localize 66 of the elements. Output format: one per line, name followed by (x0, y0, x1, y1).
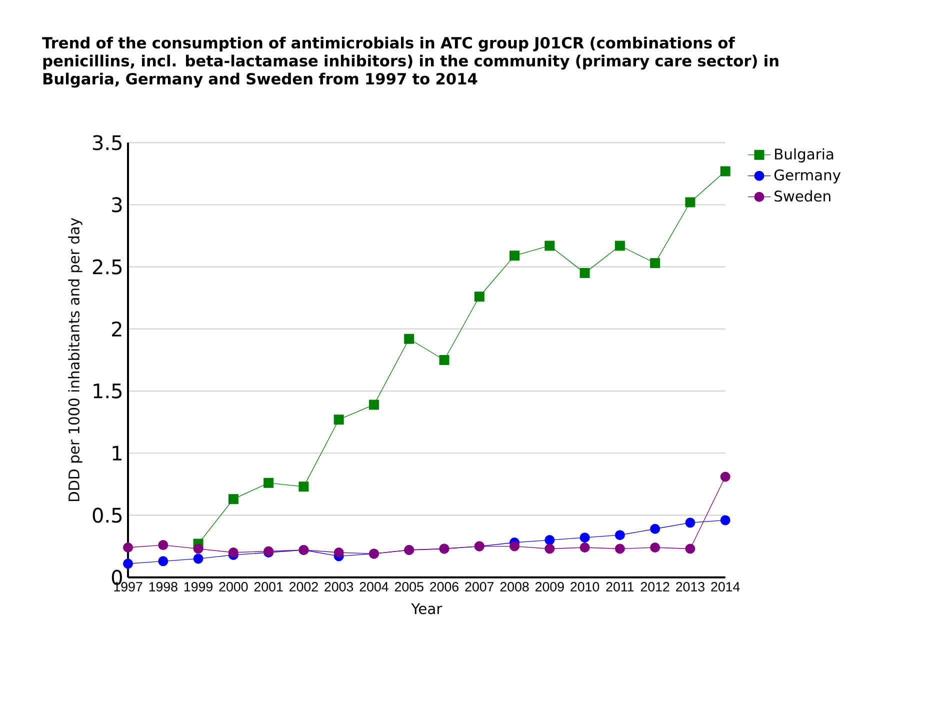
point (123, 558, 134, 569)
x-tick-label: 2010 (570, 582, 600, 592)
x-tick-label: 2012 (640, 582, 670, 592)
x-tick-label: 2008 (500, 582, 529, 592)
point (123, 542, 134, 553)
point (368, 400, 379, 410)
point (580, 532, 590, 543)
x-tick-label: 2003 (324, 582, 354, 592)
x-tick-label: 2006 (430, 582, 458, 592)
point (474, 292, 484, 302)
y-axis-title: DDD per 1000 inhabitants and per day (68, 218, 82, 502)
y-tick-label: 1 (112, 446, 122, 460)
x-tick-label: 1999 (184, 582, 212, 592)
x-tick-label: 2007 (465, 582, 494, 592)
point (334, 547, 344, 558)
point (228, 494, 238, 504)
point (544, 240, 555, 251)
point (685, 197, 696, 208)
point (544, 535, 555, 546)
point (650, 524, 660, 534)
point (193, 544, 204, 554)
point (510, 541, 520, 552)
point (614, 530, 625, 540)
y-tick-label: 3 (112, 197, 122, 212)
point (228, 547, 238, 558)
x-tick-label: 2001 (254, 582, 283, 592)
x-tick-label: 1998 (149, 582, 178, 592)
legend-label: Bulgaria (775, 148, 834, 162)
x-tick-label: 2005 (394, 582, 424, 592)
x-tick-label: 2013 (676, 582, 704, 592)
chart-title: Trend of the consumption of antimicrobials in ATC group J01CR (combinations of penicillins, incl. beta-lactamase inhibitors) in the community (primary care sector) in Bulgaria, Germany and Sweden from 1997 to 2014 (42, 36, 778, 88)
y-tick-label: 2 (112, 322, 122, 336)
x-tick-label: 2009 (535, 582, 564, 592)
point (650, 258, 660, 268)
point (193, 554, 204, 564)
point (685, 544, 696, 554)
legend-label: Germany (774, 169, 841, 184)
point (510, 250, 520, 261)
point (439, 354, 450, 365)
point (580, 542, 590, 553)
y-tick-label: 3.5 (93, 135, 122, 150)
x-tick-label: 2000 (219, 582, 248, 592)
point (334, 414, 344, 425)
y-tick-label: 2.5 (92, 259, 122, 274)
point (685, 518, 696, 528)
x-tick-label: 2004 (360, 582, 388, 592)
x-tick-label: 2002 (290, 582, 318, 592)
point (614, 240, 625, 251)
point (720, 472, 730, 482)
point (158, 556, 168, 566)
y-tick-label: 0.5 (92, 508, 122, 523)
y-tick-label: 1.5 (94, 384, 122, 398)
point (544, 544, 555, 554)
point (158, 540, 168, 550)
x-axis-title: Year (411, 603, 442, 614)
x-tick-label: 2011 (606, 582, 634, 592)
point (264, 478, 274, 488)
point (404, 334, 414, 344)
point (580, 268, 590, 278)
point (298, 482, 309, 492)
point (614, 544, 625, 554)
x-tick-label: 2014 (711, 582, 740, 592)
point (650, 542, 660, 553)
point (720, 166, 730, 176)
point (720, 515, 730, 526)
legend-label: Sweden (774, 190, 830, 202)
